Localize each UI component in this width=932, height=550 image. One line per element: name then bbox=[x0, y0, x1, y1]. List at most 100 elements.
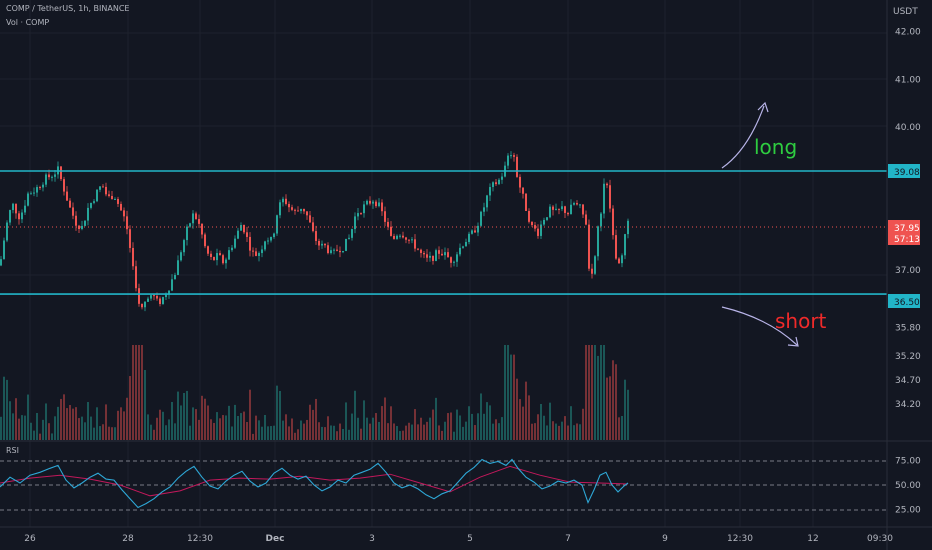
volume-bar bbox=[12, 413, 14, 440]
time-tick-label: 28 bbox=[122, 534, 134, 544]
volume-bar bbox=[312, 409, 314, 440]
candle bbox=[477, 222, 479, 237]
candle bbox=[534, 221, 536, 232]
volume-bar bbox=[414, 409, 416, 440]
candle bbox=[561, 201, 563, 212]
volume-bar bbox=[441, 430, 443, 440]
candle bbox=[570, 199, 572, 215]
price-tick-label: 40.00 bbox=[895, 123, 921, 133]
candle bbox=[387, 217, 389, 231]
volume-bar bbox=[531, 423, 533, 440]
volume-legend[interactable]: Vol · COMP bbox=[6, 18, 50, 27]
volume-bar bbox=[525, 381, 527, 440]
rsi-tick-label: 25.00 bbox=[895, 506, 921, 516]
volume-bar bbox=[0, 416, 2, 440]
candle bbox=[0, 255, 2, 267]
candle bbox=[588, 219, 590, 272]
volume-bar bbox=[327, 416, 329, 440]
candle bbox=[171, 274, 173, 292]
volume-bar bbox=[621, 415, 623, 440]
volume-bar bbox=[366, 417, 368, 440]
candle bbox=[405, 236, 407, 244]
volume-bar bbox=[168, 419, 170, 440]
volume-bar bbox=[348, 429, 350, 440]
candle bbox=[432, 255, 434, 265]
candle bbox=[327, 242, 329, 255]
candle bbox=[39, 185, 41, 191]
volume-bar bbox=[114, 427, 116, 440]
candle bbox=[339, 246, 341, 258]
symbol-legend[interactable]: COMP / TetherUS, 1h, BINANCE bbox=[6, 4, 130, 13]
volume-bar bbox=[378, 421, 380, 440]
volume-bar bbox=[159, 409, 161, 440]
candle bbox=[111, 190, 113, 200]
volume-bar bbox=[234, 404, 236, 440]
candle bbox=[420, 248, 422, 258]
candle bbox=[129, 225, 131, 253]
candle bbox=[606, 182, 608, 189]
volume-bar bbox=[507, 345, 509, 440]
volume-bar bbox=[369, 423, 371, 440]
volume-bar bbox=[429, 417, 431, 440]
candle bbox=[228, 247, 230, 260]
rsi-axis[interactable]: 75.00 50.00 25.00 bbox=[895, 457, 921, 516]
candle bbox=[357, 208, 359, 221]
short-arrow-head bbox=[787, 336, 799, 347]
candle bbox=[351, 228, 353, 241]
candle bbox=[573, 201, 575, 206]
candle bbox=[21, 209, 23, 224]
candle bbox=[342, 250, 344, 254]
volume-bar bbox=[486, 402, 488, 440]
volume-bar bbox=[126, 397, 128, 440]
long-arrow bbox=[721, 105, 765, 169]
candle bbox=[531, 221, 533, 227]
volume-bar bbox=[198, 419, 200, 440]
candle bbox=[276, 214, 278, 236]
candle bbox=[69, 198, 71, 208]
time-tick-label: 9 bbox=[662, 534, 668, 544]
candle bbox=[102, 184, 104, 188]
volume-bar bbox=[153, 429, 155, 440]
volume-bar bbox=[243, 411, 245, 440]
candle bbox=[300, 208, 302, 214]
volume-bar bbox=[36, 412, 38, 440]
candle bbox=[27, 191, 29, 207]
volume-bar bbox=[105, 404, 107, 440]
rsi-legend[interactable]: RSI bbox=[6, 446, 19, 455]
candle bbox=[63, 176, 65, 196]
volume-bar bbox=[387, 423, 389, 440]
volume-bar bbox=[591, 345, 593, 440]
time-axis[interactable]: 26 28 12:30 Dec 3 5 7 9 12:30 12 09:30 bbox=[24, 534, 893, 544]
volume-bar bbox=[273, 425, 275, 440]
candle bbox=[81, 220, 83, 231]
candle bbox=[444, 247, 446, 260]
price-axis[interactable]: 42.00 41.00 40.00 37.00 35.80 35.20 34.70 34.20 bbox=[895, 28, 921, 410]
candle bbox=[492, 181, 494, 192]
volume-bar bbox=[405, 425, 407, 440]
candle bbox=[201, 223, 203, 239]
candle bbox=[564, 205, 566, 218]
volume-bar bbox=[306, 419, 308, 440]
volume-bar bbox=[21, 415, 23, 440]
candle bbox=[66, 186, 68, 201]
candle bbox=[315, 225, 317, 245]
volume-bar bbox=[66, 408, 68, 440]
candle bbox=[408, 239, 410, 244]
candle bbox=[546, 217, 548, 222]
svg-text:39.08: 39.08 bbox=[894, 168, 920, 178]
volume-bar bbox=[483, 413, 485, 440]
candle bbox=[24, 200, 26, 216]
candle bbox=[30, 191, 32, 195]
svg-text:57:13: 57:13 bbox=[894, 235, 920, 245]
svg-text:36.50: 36.50 bbox=[894, 298, 920, 308]
candle bbox=[507, 153, 509, 169]
candle bbox=[237, 227, 239, 240]
candle bbox=[582, 204, 584, 218]
candle bbox=[558, 208, 560, 215]
volume-bar bbox=[264, 415, 266, 440]
candle bbox=[615, 229, 617, 260]
volume-bar bbox=[393, 423, 395, 440]
volume-bar bbox=[252, 433, 254, 440]
candle bbox=[54, 170, 56, 182]
